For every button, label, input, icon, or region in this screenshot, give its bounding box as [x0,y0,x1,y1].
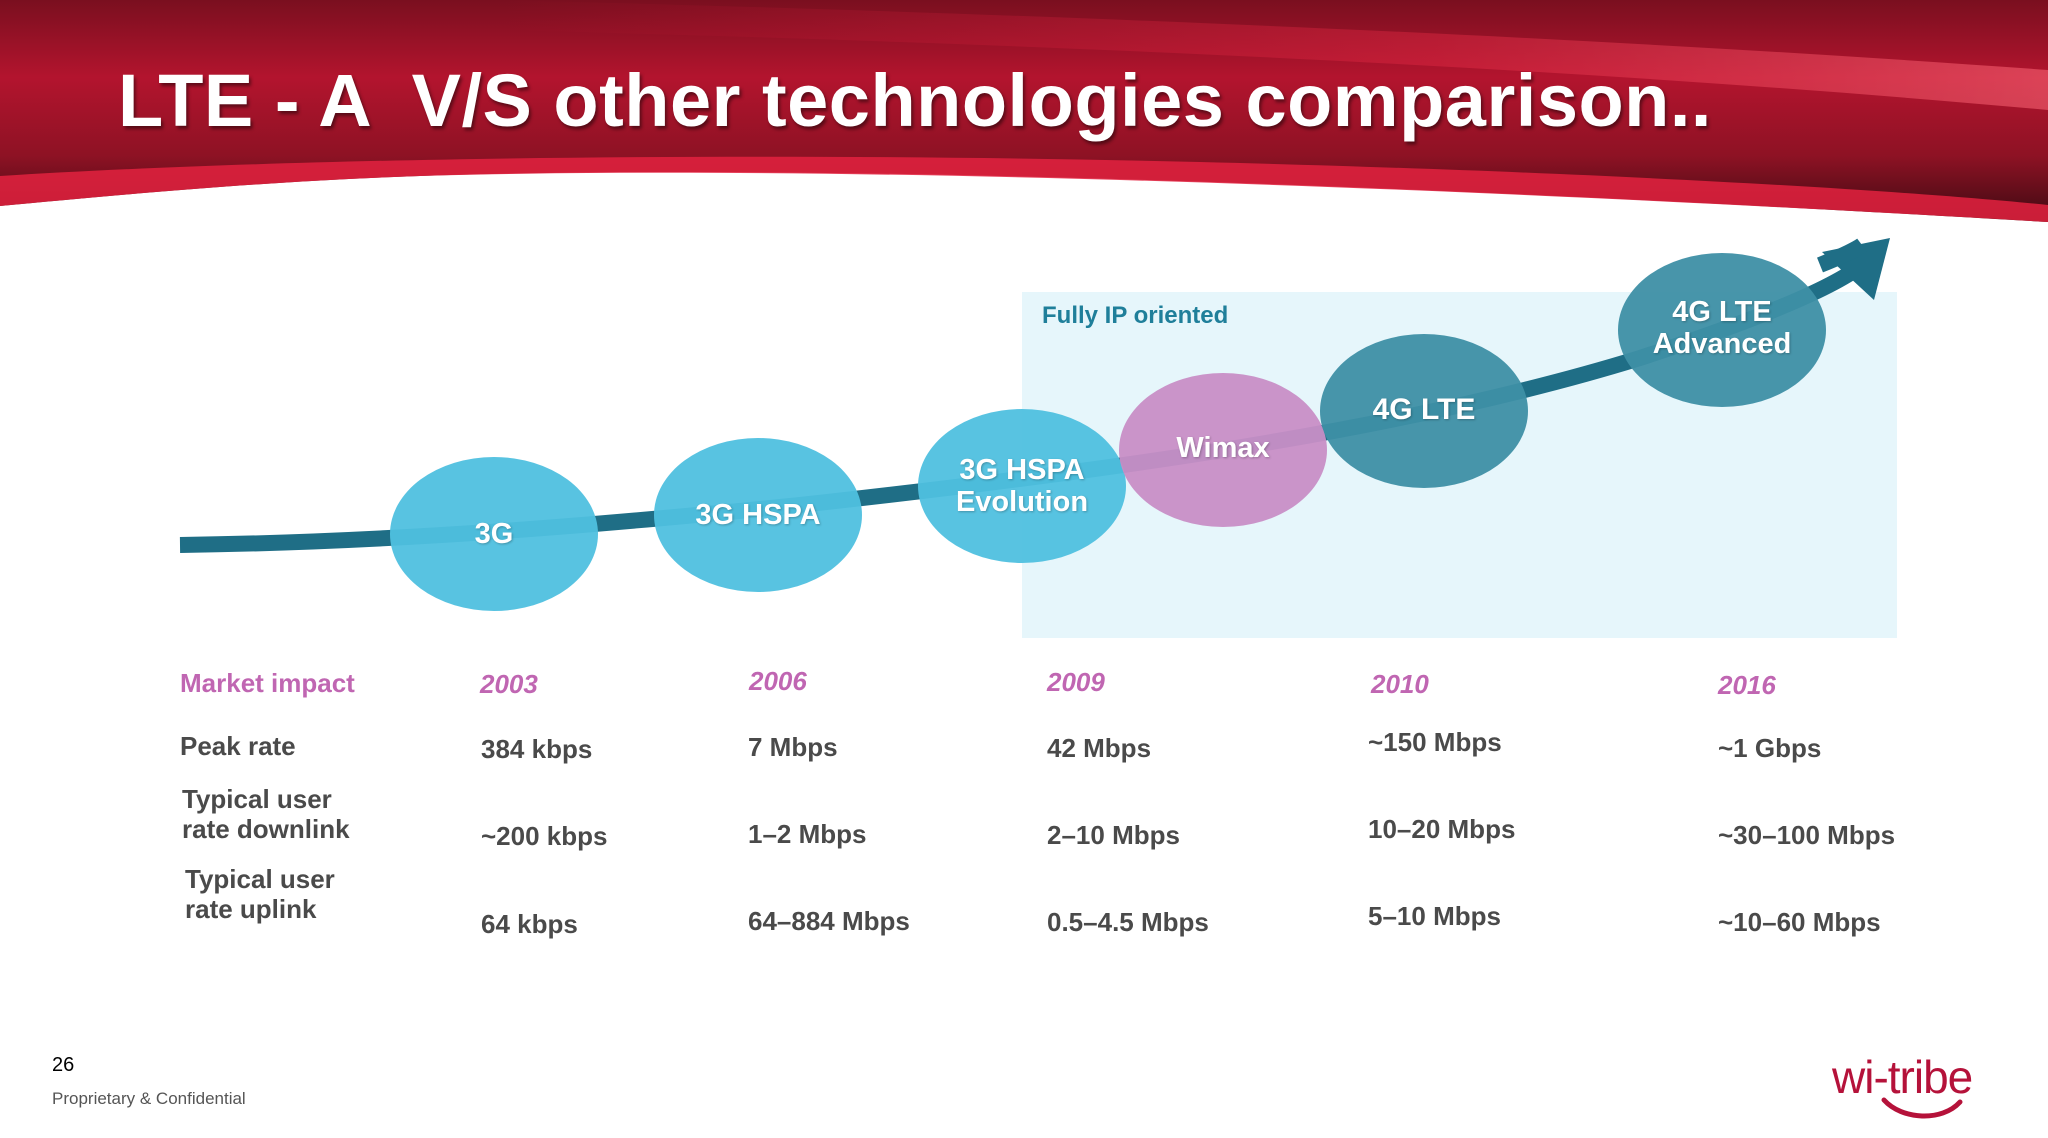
peak-2003: 384 kbps [481,734,593,764]
header-banner: LTE - A V/S other technologies compariso… [0,0,2048,240]
footer-confidential: Proprietary & Confidential [52,1089,246,1108]
logo-swoosh [1881,1097,1963,1119]
peak-2010: ~150 Mbps [1368,727,1502,757]
row-label-peak-rate: Peak rate [180,731,296,761]
bubble-label-3g-hspa: 3G HSPA [695,499,821,531]
logo-text: wi-tribe [1832,1051,1973,1103]
year-2016: 2016 [1718,670,1776,700]
header-banner-graphic [0,0,2048,222]
year-2009: 2009 [1047,667,1105,697]
row-label-market-impact: Market impact [180,668,355,698]
downlink-2009: 2–10 Mbps [1047,820,1180,850]
row-label-downlink: Typical user rate downlink [182,784,350,844]
bubble-4g-lte-advanced [1618,253,1826,407]
peak-2006: 7 Mbps [748,732,838,762]
uplink-2003: 64 kbps [481,909,578,939]
bubble-label-3g-hspa-evolution: 3G HSPA Evolution [955,454,1089,518]
row-label-uplink: Typical user rate uplink [185,864,335,924]
wi-tribe-logo: wi-tribe [1832,1050,2032,1120]
bubble-3g-hspa-evolution [918,409,1126,563]
downlink-2010: 10–20 Mbps [1368,814,1516,844]
peak-2009: 42 Mbps [1047,733,1152,763]
slide-title: LTE - A V/S other technologies compariso… [118,59,1712,142]
page-number: 26 [52,1054,75,1076]
year-2003: 2003 [480,669,538,699]
uplink-2009: 0.5–4.5 Mbps [1047,907,1209,937]
year-2006: 2006 [749,666,807,696]
bubble-4g-lte [1320,334,1528,488]
bubble-label-wimax: Wimax [1176,432,1270,464]
bubble-3g-hspa [654,438,862,592]
bubble-label-4g-lte: 4G LTE [1372,393,1476,426]
year-2010: 2010 [1371,669,1429,699]
bubble-label-3g: 3G [474,518,514,550]
peak-2016: ~1 Gbps [1718,733,1822,763]
bubble-3g [390,457,598,611]
bubble-label-4g-lte-advanced: 4G LTE Advanced [1652,296,1792,360]
downlink-2006: 1–2 Mbps [748,819,867,849]
downlink-2016: ~30–100 Mbps [1718,820,1896,850]
evolution-arrow-tip [1817,238,1867,273]
uplink-2016: ~10–60 Mbps [1718,907,1881,937]
downlink-2003: ~200 kbps [481,821,608,851]
uplink-2006: 64–884 Mbps [748,906,910,936]
bubble-wimax [1119,373,1327,527]
fully-ip-label: Fully IP oriented [1042,302,1229,329]
uplink-2010: 5–10 Mbps [1368,901,1501,931]
